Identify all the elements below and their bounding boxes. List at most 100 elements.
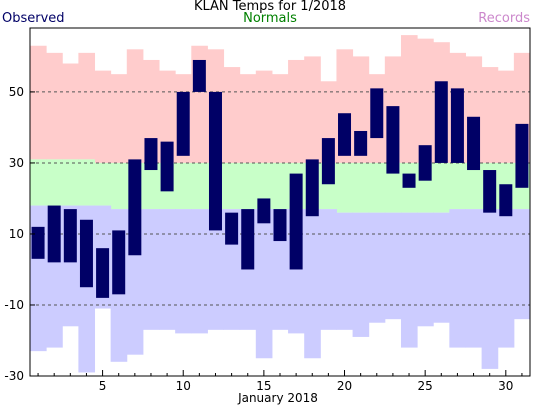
observed-bar-10: [176, 91, 190, 156]
legend-normals: Normals: [243, 11, 297, 26]
observed-bar-15: [257, 198, 271, 224]
record-low-24: [400, 212, 418, 348]
normal-26: [433, 162, 450, 213]
normal-6: [110, 162, 128, 210]
normal-21: [352, 162, 370, 213]
record-low-30: [497, 209, 515, 348]
observed-bar-29: [483, 170, 497, 213]
normal-11: [191, 162, 208, 210]
normal-10: [175, 162, 192, 210]
record-high-9: [159, 70, 176, 163]
record-low-10: [175, 209, 192, 334]
normal-13: [223, 162, 241, 210]
x-tick-label-20: 20: [337, 379, 352, 393]
chart-title: KLAN Temps for 1/2018: [193, 0, 347, 14]
normal-4: [78, 159, 96, 206]
x-tick-label-10: 10: [176, 379, 191, 393]
normal-27: [449, 162, 466, 210]
normal-2: [46, 159, 63, 206]
record-high-1: [30, 45, 47, 160]
x-tick-label-5: 5: [99, 379, 107, 393]
observed-bar-20: [338, 113, 352, 156]
record-low-8: [142, 209, 160, 330]
record-high-17: [288, 59, 305, 163]
normal-5: [94, 162, 112, 206]
observed-bar-19: [321, 138, 335, 185]
normal-28: [465, 162, 483, 210]
normal-1: [30, 159, 47, 206]
observed-bar-27: [450, 88, 464, 163]
record-high-29: [481, 67, 499, 163]
record-low-15: [255, 209, 273, 359]
record-high-24: [400, 35, 418, 163]
record-high-14: [239, 74, 257, 163]
record-high-16: [271, 74, 289, 163]
observed-bar-6: [112, 230, 126, 295]
observed-bar-9: [160, 141, 174, 192]
record-low-9: [159, 209, 176, 330]
observed-bar-3: [63, 209, 77, 263]
record-low-19: [320, 209, 337, 330]
observed-bar-7: [128, 159, 142, 256]
observed-bar-26: [434, 81, 448, 163]
record-low-26: [433, 212, 450, 323]
observed-bar-1: [31, 226, 45, 259]
observed-bar-31: [515, 123, 529, 188]
observed-bars: [31, 59, 529, 298]
record-low-22: [368, 212, 386, 323]
x-tick-label-30: 30: [498, 379, 513, 393]
y-tick-label--10: -10: [4, 298, 24, 312]
observed-bar-28: [467, 116, 481, 171]
x-tick-label-25: 25: [418, 379, 433, 393]
normal-14: [239, 162, 257, 210]
x-tick-label-15: 15: [256, 379, 271, 393]
normal-23: [384, 162, 402, 213]
observed-bar-22: [370, 88, 384, 139]
record-high-15: [255, 70, 273, 163]
observed-bar-25: [418, 145, 432, 181]
observed-bar-21: [354, 130, 368, 156]
y-tick-label-50: 50: [9, 85, 24, 99]
record-low-31: [513, 209, 531, 320]
record-low-29: [481, 209, 499, 369]
normal-22: [368, 162, 386, 213]
record-high-13: [223, 67, 241, 163]
record-low-25: [417, 212, 434, 327]
observed-bar-30: [499, 184, 513, 217]
observed-bar-18: [305, 159, 319, 217]
record-high-30: [497, 70, 515, 163]
observed-bar-4: [79, 219, 93, 288]
record-high-2: [46, 52, 63, 160]
record-high-25: [417, 38, 434, 163]
record-high-5: [94, 70, 112, 163]
observed-bar-5: [96, 248, 110, 298]
observed-bar-2: [47, 205, 61, 263]
record-high-4: [78, 52, 96, 160]
normal-16: [271, 162, 289, 210]
record-low-21: [352, 212, 370, 337]
normal-band: [30, 159, 531, 213]
y-tick-label-30: 30: [9, 156, 24, 170]
record-high-7: [126, 49, 144, 163]
record-low-23: [384, 212, 402, 320]
y-tick-label--30: -30: [4, 369, 24, 383]
record-low-28: [465, 209, 483, 348]
y-tick-label-10: 10: [9, 227, 24, 241]
observed-bar-8: [144, 138, 158, 171]
x-axis-label: January 2018: [237, 391, 318, 405]
observed-bar-16: [273, 209, 287, 242]
observed-bar-11: [192, 59, 206, 92]
observed-bar-13: [225, 212, 239, 245]
axes: 5 10 15 20 25 30 -30 -10 10 30 50: [4, 27, 531, 393]
observed-bar-12: [208, 91, 222, 231]
record-low-20: [336, 212, 354, 330]
record-high-6: [110, 74, 128, 163]
normal-20: [336, 162, 354, 213]
observed-bar-23: [386, 106, 400, 174]
normal-8: [142, 162, 160, 210]
record-high-3: [62, 63, 79, 160]
record-low-27: [449, 209, 466, 348]
record-high-18: [304, 56, 321, 163]
record-high-8: [142, 59, 160, 163]
observed-bar-14: [241, 209, 255, 270]
